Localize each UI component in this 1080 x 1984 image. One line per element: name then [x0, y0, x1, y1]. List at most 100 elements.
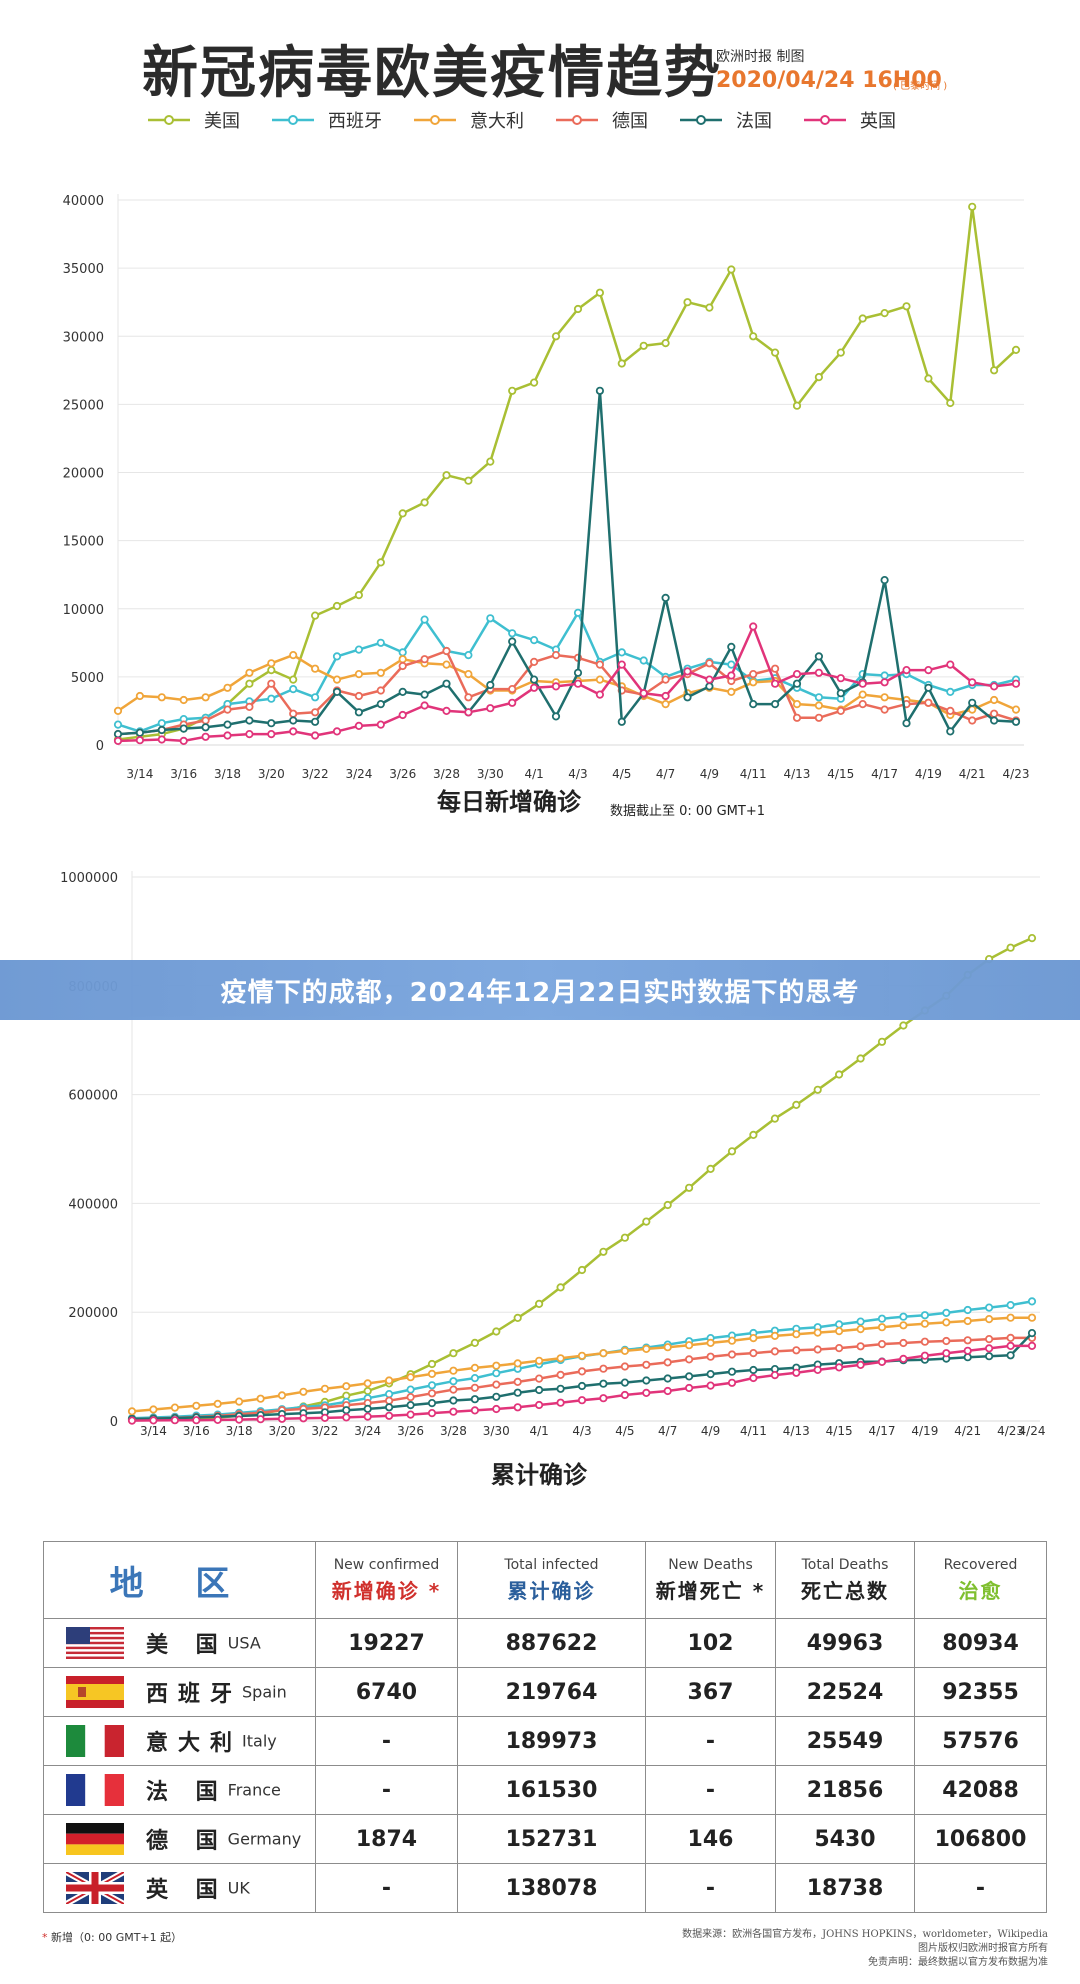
data-point-france — [406, 1401, 415, 1410]
data-point-france — [384, 1403, 394, 1412]
data-point-uk — [877, 1357, 887, 1367]
data-point-italy — [577, 1351, 587, 1360]
data-point-uk — [836, 674, 845, 683]
data-point-uk — [534, 1400, 544, 1410]
y-tick-label: 0 — [96, 739, 104, 754]
series-line-france — [131, 1332, 1033, 1421]
x-tick-label: 4/17 — [871, 767, 898, 781]
x-tick-label: 4/23 — [1003, 767, 1030, 781]
data-point-uk — [749, 622, 758, 631]
data-point-france — [363, 1404, 372, 1414]
cell-total-infected: 219764 — [457, 1667, 646, 1717]
data-point-germany — [534, 1374, 544, 1383]
data-point-spain — [877, 1314, 887, 1323]
x-tick-label: 4/7 — [656, 767, 675, 781]
legend-item-uk: 英国 — [802, 107, 896, 133]
x-tick-label: 4/23 — [997, 1424, 1024, 1438]
data-point-germany — [989, 709, 999, 718]
table-row: 西班牙Spain 6740 219764 367 22524 92355 — [43, 1667, 1047, 1717]
data-point-uk — [223, 731, 232, 740]
data-point-germany — [556, 1370, 565, 1380]
data-point-usa — [727, 265, 736, 274]
country-name-en: Spain — [242, 1682, 287, 1702]
x-tick-label: 3/14 — [126, 767, 153, 781]
country-name-zh: 德 国 — [146, 1829, 228, 1854]
data-point-usa — [245, 679, 254, 688]
data-point-uk — [856, 1360, 865, 1370]
data-point-usa — [834, 1070, 844, 1079]
cell-total-deaths: 5430 — [775, 1814, 915, 1864]
x-tick-label: 4/11 — [740, 767, 767, 781]
data-point-france — [332, 687, 342, 697]
data-point-france — [661, 593, 670, 603]
data-point-germany — [245, 702, 254, 712]
data-point-france — [706, 1370, 715, 1379]
data-point-uk — [149, 1416, 158, 1425]
data-point-uk — [464, 708, 473, 717]
data-point-spain — [727, 660, 736, 669]
region-cell: 英 国UK — [43, 1863, 316, 1913]
data-point-spain — [946, 687, 955, 697]
data-point-germany — [599, 1364, 608, 1373]
chart-title: 每日新增确诊 — [437, 788, 582, 816]
data-point-uk — [1027, 1341, 1037, 1351]
data-point-usa — [573, 304, 583, 314]
data-point-usa — [595, 288, 605, 297]
data-point-spain — [814, 693, 824, 702]
data-point-italy — [834, 1327, 844, 1336]
cell-total-deaths: 18738 — [775, 1863, 915, 1913]
data-point-france — [727, 642, 736, 652]
data-point-uk — [113, 736, 123, 746]
data-point-italy — [942, 1318, 951, 1327]
data-point-uk — [683, 667, 692, 676]
data-point-germany — [513, 1377, 522, 1387]
data-point-italy — [170, 1403, 179, 1412]
data-point-uk — [706, 1381, 715, 1390]
header-en: New confirmed — [333, 1556, 440, 1573]
x-tick-label: 4/19 — [915, 767, 942, 781]
data-point-usa — [363, 1386, 372, 1396]
region-cell: 法 国France — [43, 1765, 316, 1815]
data-point-italy — [642, 1344, 651, 1354]
y-tick-label: 15000 — [63, 535, 104, 550]
data-point-france — [289, 716, 298, 725]
x-tick-label: 4/21 — [954, 1424, 981, 1438]
data-point-italy — [814, 701, 824, 710]
x-tick-label: 3/14 — [140, 1424, 167, 1438]
data-point-italy — [470, 1363, 479, 1373]
data-point-uk — [470, 1406, 479, 1415]
data-point-uk — [902, 665, 911, 675]
data-point-uk — [727, 1378, 737, 1387]
data-point-france — [508, 637, 517, 646]
data-point-italy — [749, 1334, 758, 1343]
spain-flag-icon — [66, 1676, 124, 1708]
data-point-uk — [556, 1398, 565, 1407]
country-name-en: Italy — [242, 1731, 277, 1751]
data-point-germany — [661, 675, 670, 684]
data-point-france — [442, 679, 451, 688]
data-point-usa — [705, 303, 714, 312]
country-name-zh: 美 国 — [146, 1633, 228, 1658]
source-line-3: 免责声明：最终数据以官方发布数据为准 — [868, 1957, 1048, 1968]
data-point-germany — [792, 1346, 801, 1355]
header-en: New Deaths — [668, 1556, 753, 1573]
cell-total-infected: 152731 — [457, 1814, 646, 1864]
data-point-usa — [442, 471, 451, 480]
data-point-uk — [508, 698, 517, 707]
data-point-italy — [899, 1321, 908, 1330]
data-point-italy — [406, 1373, 415, 1382]
data-point-spain — [963, 1305, 972, 1315]
data-point-france — [449, 1396, 458, 1405]
data-point-spain — [899, 1312, 908, 1321]
y-tick-label: 0 — [110, 1415, 118, 1430]
data-point-usa — [427, 1359, 437, 1369]
source-credits: 数据来源：欧洲各国官方发布，JOHNS HOPKINS，worldometer，… — [682, 1928, 1048, 1970]
legend-swatch-icon — [148, 115, 190, 125]
cell-total-deaths: 49963 — [775, 1618, 915, 1668]
data-point-uk — [1011, 679, 1021, 688]
data-point-usa — [470, 1338, 479, 1348]
x-tick-label: 3/22 — [302, 767, 329, 781]
data-point-uk — [858, 679, 867, 688]
data-point-italy — [235, 1397, 244, 1406]
data-point-spain — [376, 638, 385, 647]
